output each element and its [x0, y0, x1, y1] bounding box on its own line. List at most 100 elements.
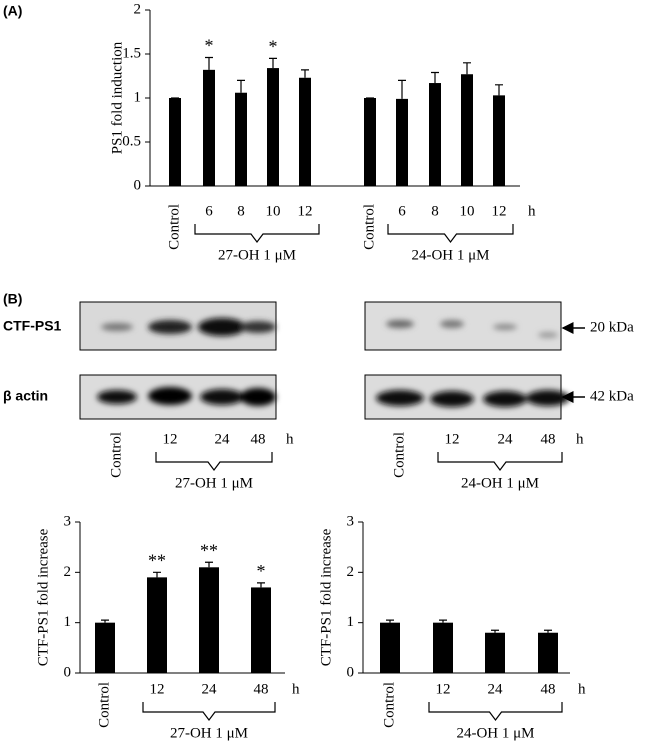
y-axis-label: CTF-PS1 fold increase: [318, 528, 334, 666]
y-axis-label: PS1 fold induction: [109, 41, 125, 154]
error-bar: [301, 69, 309, 78]
x-tick-label: 48: [254, 681, 269, 697]
x-tick-label: 12: [492, 203, 507, 219]
error-bar: [153, 571, 161, 578]
y-tick-label: 2: [134, 1, 142, 17]
error-bar: [439, 619, 447, 623]
x-tick-label: Control: [108, 432, 124, 478]
y-axis-label: CTF-PS1 fold increase: [35, 528, 51, 666]
y-tick-label: 0: [64, 664, 72, 680]
bar: [299, 77, 311, 186]
unit-label: h: [528, 203, 536, 219]
y-tick-label: 2: [64, 564, 72, 580]
error-bar: [237, 79, 245, 93]
x-tick-label: 48: [541, 681, 556, 697]
y-tick-label: 3: [347, 513, 355, 529]
y-tick-label: 1: [64, 614, 72, 630]
bar: [147, 577, 167, 673]
bar: [493, 95, 505, 186]
bracket: [428, 702, 563, 721]
x-tick-label: 6: [398, 203, 406, 219]
x-tick-label: 8: [431, 203, 439, 219]
group-label: 24-OH 1 μM: [461, 475, 539, 491]
bar: [251, 587, 271, 673]
x-tick-label: 10: [460, 203, 475, 219]
error-bar: [101, 619, 109, 623]
x-tick-label: 24: [202, 681, 218, 697]
error-bar: [463, 62, 471, 75]
bar: [199, 567, 219, 673]
significance: **: [148, 550, 166, 570]
x-tick-label: Control: [381, 682, 397, 728]
bar: [380, 622, 400, 673]
error-bar: [257, 582, 265, 588]
significance: *: [257, 561, 266, 581]
x-tick-label: Control: [391, 432, 407, 478]
x-tick-label: 48: [251, 431, 266, 447]
bar: [95, 622, 115, 673]
blot-bands: [97, 318, 570, 407]
bar: [203, 69, 215, 186]
marker-label: 42 kDa: [590, 388, 634, 404]
unit-label: h: [292, 681, 300, 697]
bar: [396, 98, 408, 186]
x-tick-label: 8: [237, 203, 245, 219]
error-bar: [386, 619, 394, 623]
significance: **: [200, 540, 218, 560]
x-tick-label: 12: [163, 431, 178, 447]
row-label: CTF-PS1: [3, 318, 62, 334]
x-tick-label: 12: [150, 681, 165, 697]
panel-label: (B): [3, 291, 22, 307]
x-tick-label: 12: [298, 203, 313, 219]
bar: [235, 92, 247, 186]
y-tick-label: 0: [134, 177, 142, 193]
x-tick-label: 24: [488, 681, 504, 697]
group-label: 24-OH 1 μM: [411, 247, 489, 263]
x-tick-label: 24: [215, 431, 231, 447]
bar: [429, 83, 441, 186]
error-bar: [205, 561, 213, 568]
x-tick-label: 48: [541, 431, 556, 447]
y-tick-label: 3: [64, 513, 72, 529]
bar: [364, 98, 376, 186]
row-label: β actin: [3, 388, 48, 404]
x-tick-label: 12: [445, 431, 460, 447]
error-bar: [398, 79, 406, 99]
unit-label: h: [286, 431, 294, 447]
error-bar: [431, 71, 439, 84]
y-tick-label: 2: [347, 564, 355, 580]
significance: *: [269, 37, 278, 57]
unit-label: h: [576, 431, 584, 447]
group-label: 24-OH 1 μM: [456, 725, 534, 741]
error-bar: [495, 84, 503, 96]
error-bar: [491, 629, 499, 633]
x-tick-label: 10: [266, 203, 281, 219]
group-label: 27-OH 1 μM: [175, 475, 253, 491]
significance: *: [205, 36, 214, 56]
error-bar: [544, 629, 552, 633]
bar: [461, 74, 473, 186]
error-bar: [205, 56, 213, 70]
x-tick-label: 6: [205, 203, 213, 219]
bar: [485, 632, 505, 673]
bracket: [437, 452, 563, 471]
bracket: [387, 224, 514, 243]
x-tick-label: Control: [361, 204, 377, 250]
y-tick-label: 1: [134, 89, 142, 105]
bar: [267, 68, 279, 186]
bracket: [194, 224, 320, 243]
error-bar: [269, 57, 277, 69]
y-tick-label: 1: [347, 614, 355, 630]
x-tick-label: 24: [498, 431, 514, 447]
bar: [433, 622, 453, 673]
y-tick-label: 1.5: [122, 45, 141, 61]
group-label: 27-OH 1 μM: [170, 725, 248, 741]
bracket: [142, 702, 276, 721]
bracket: [155, 452, 273, 471]
group-label: 27-OH 1 μM: [218, 247, 296, 263]
panel-label: (A): [3, 3, 22, 19]
x-tick-label: 12: [436, 681, 451, 697]
marker-label: 20 kDa: [590, 319, 634, 335]
x-tick-label: Control: [96, 682, 112, 728]
